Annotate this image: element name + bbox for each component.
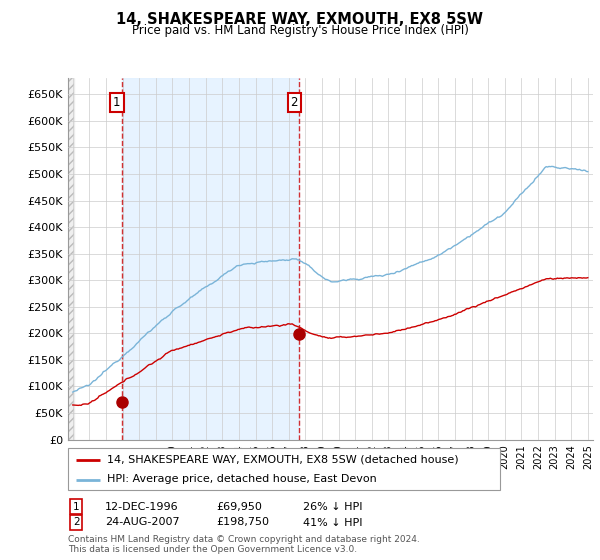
Bar <box>68 78 74 440</box>
Bar <box>122 78 299 440</box>
Text: 24-AUG-2007: 24-AUG-2007 <box>105 517 179 528</box>
FancyBboxPatch shape <box>68 448 500 490</box>
Text: Price paid vs. HM Land Registry's House Price Index (HPI): Price paid vs. HM Land Registry's House … <box>131 24 469 36</box>
Text: HPI: Average price, detached house, East Devon: HPI: Average price, detached house, East… <box>107 474 376 484</box>
Text: £198,750: £198,750 <box>216 517 269 528</box>
Bar <box>68 78 74 440</box>
Text: Contains HM Land Registry data © Crown copyright and database right 2024.
This d: Contains HM Land Registry data © Crown c… <box>68 535 419 554</box>
Text: 14, SHAKESPEARE WAY, EXMOUTH, EX8 5SW (detached house): 14, SHAKESPEARE WAY, EXMOUTH, EX8 5SW (d… <box>107 455 458 465</box>
Text: 12-DEC-1996: 12-DEC-1996 <box>105 502 179 512</box>
Text: 1: 1 <box>113 96 121 109</box>
Text: 26% ↓ HPI: 26% ↓ HPI <box>303 502 362 512</box>
Text: £69,950: £69,950 <box>216 502 262 512</box>
Text: 2: 2 <box>73 517 80 528</box>
Text: 41% ↓ HPI: 41% ↓ HPI <box>303 517 362 528</box>
Text: 14, SHAKESPEARE WAY, EXMOUTH, EX8 5SW: 14, SHAKESPEARE WAY, EXMOUTH, EX8 5SW <box>116 12 484 27</box>
Text: 1: 1 <box>73 502 80 512</box>
Text: 2: 2 <box>290 96 298 109</box>
